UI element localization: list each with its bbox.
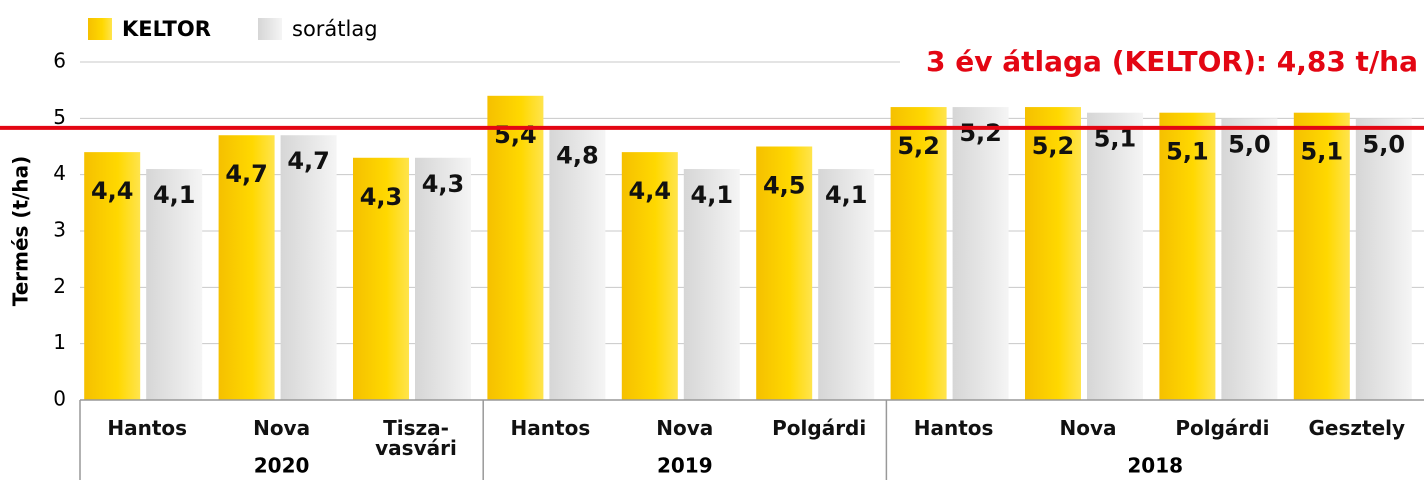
- value-label: 4,3: [422, 170, 465, 198]
- y-tick-label: 0: [53, 387, 66, 411]
- y-tick-label: 3: [53, 218, 66, 242]
- bar: [890, 107, 947, 401]
- annotation-bg: [900, 44, 1424, 82]
- value-label: 4,5: [763, 172, 806, 200]
- value-label: 4,1: [691, 181, 734, 209]
- bar: [84, 152, 141, 400]
- y-tick-label: 4: [53, 161, 66, 185]
- reference-label: 3 év átlaga (KELTOR): 4,83 t/ha: [926, 45, 1418, 78]
- bar: [549, 129, 606, 400]
- value-label: 5,0: [1228, 130, 1271, 158]
- value-label: 4,8: [556, 142, 599, 170]
- value-label: 5,0: [1363, 130, 1406, 158]
- y-axis-label: Termés (t/ha): [9, 156, 33, 307]
- value-label: 5,2: [1032, 132, 1075, 160]
- bar: [1221, 118, 1278, 400]
- bar: [1355, 118, 1412, 400]
- value-label: 5,1: [1166, 138, 1209, 166]
- bar: [1025, 107, 1081, 401]
- bar: [818, 169, 875, 400]
- legend-label: sorátlag: [292, 17, 378, 41]
- value-label: 4,7: [225, 160, 268, 188]
- x-tick-label: Polgárdi: [1175, 416, 1270, 440]
- x-tick-label: Nova: [1059, 416, 1117, 440]
- value-label: 5,1: [1301, 138, 1344, 166]
- value-label: 5,2: [897, 132, 940, 160]
- x-tick-label: Gesztely: [1308, 416, 1406, 440]
- value-label: 4,1: [825, 181, 868, 209]
- x-tick-label: Hantos: [510, 416, 591, 440]
- bar: [952, 107, 1009, 401]
- bar: [280, 135, 337, 400]
- value-label: 4,3: [360, 183, 403, 211]
- bar: [487, 95, 544, 401]
- bar: [683, 169, 740, 400]
- y-tick-label: 5: [53, 105, 66, 129]
- bar: [146, 169, 203, 400]
- bar: [218, 135, 275, 400]
- bar: [756, 146, 813, 400]
- group-label: 2018: [1127, 454, 1183, 478]
- value-label: 4,4: [91, 177, 134, 205]
- x-tick-label: Nova: [253, 416, 311, 440]
- bar: [1293, 112, 1350, 400]
- bar: [1159, 112, 1216, 400]
- x-tick-label: Tisza- vasvári: [375, 416, 457, 460]
- bar: [415, 157, 471, 400]
- bar: [353, 157, 409, 400]
- group-label: 2020: [254, 454, 310, 478]
- bar: [621, 152, 678, 400]
- value-label: 4,7: [287, 147, 330, 175]
- x-tick-label: Hantos: [913, 416, 994, 440]
- x-tick-label: Polgárdi: [772, 416, 867, 440]
- value-label: 5,2: [959, 119, 1002, 147]
- group-label: 2019: [657, 454, 713, 478]
- y-tick-label: 1: [53, 330, 66, 354]
- value-label: 4,1: [153, 181, 196, 209]
- value-label: 5,4: [494, 121, 537, 149]
- legend-swatch: [88, 18, 112, 40]
- y-tick-label: 2: [53, 274, 66, 298]
- x-tick-label: Hantos: [107, 416, 188, 440]
- value-label: 4,4: [629, 177, 672, 205]
- y-tick-label: 6: [53, 49, 66, 73]
- x-tick-label: Nova: [656, 416, 714, 440]
- legend-swatch: [258, 18, 282, 40]
- legend-label: KELTOR: [122, 17, 211, 41]
- bar: [1087, 112, 1143, 400]
